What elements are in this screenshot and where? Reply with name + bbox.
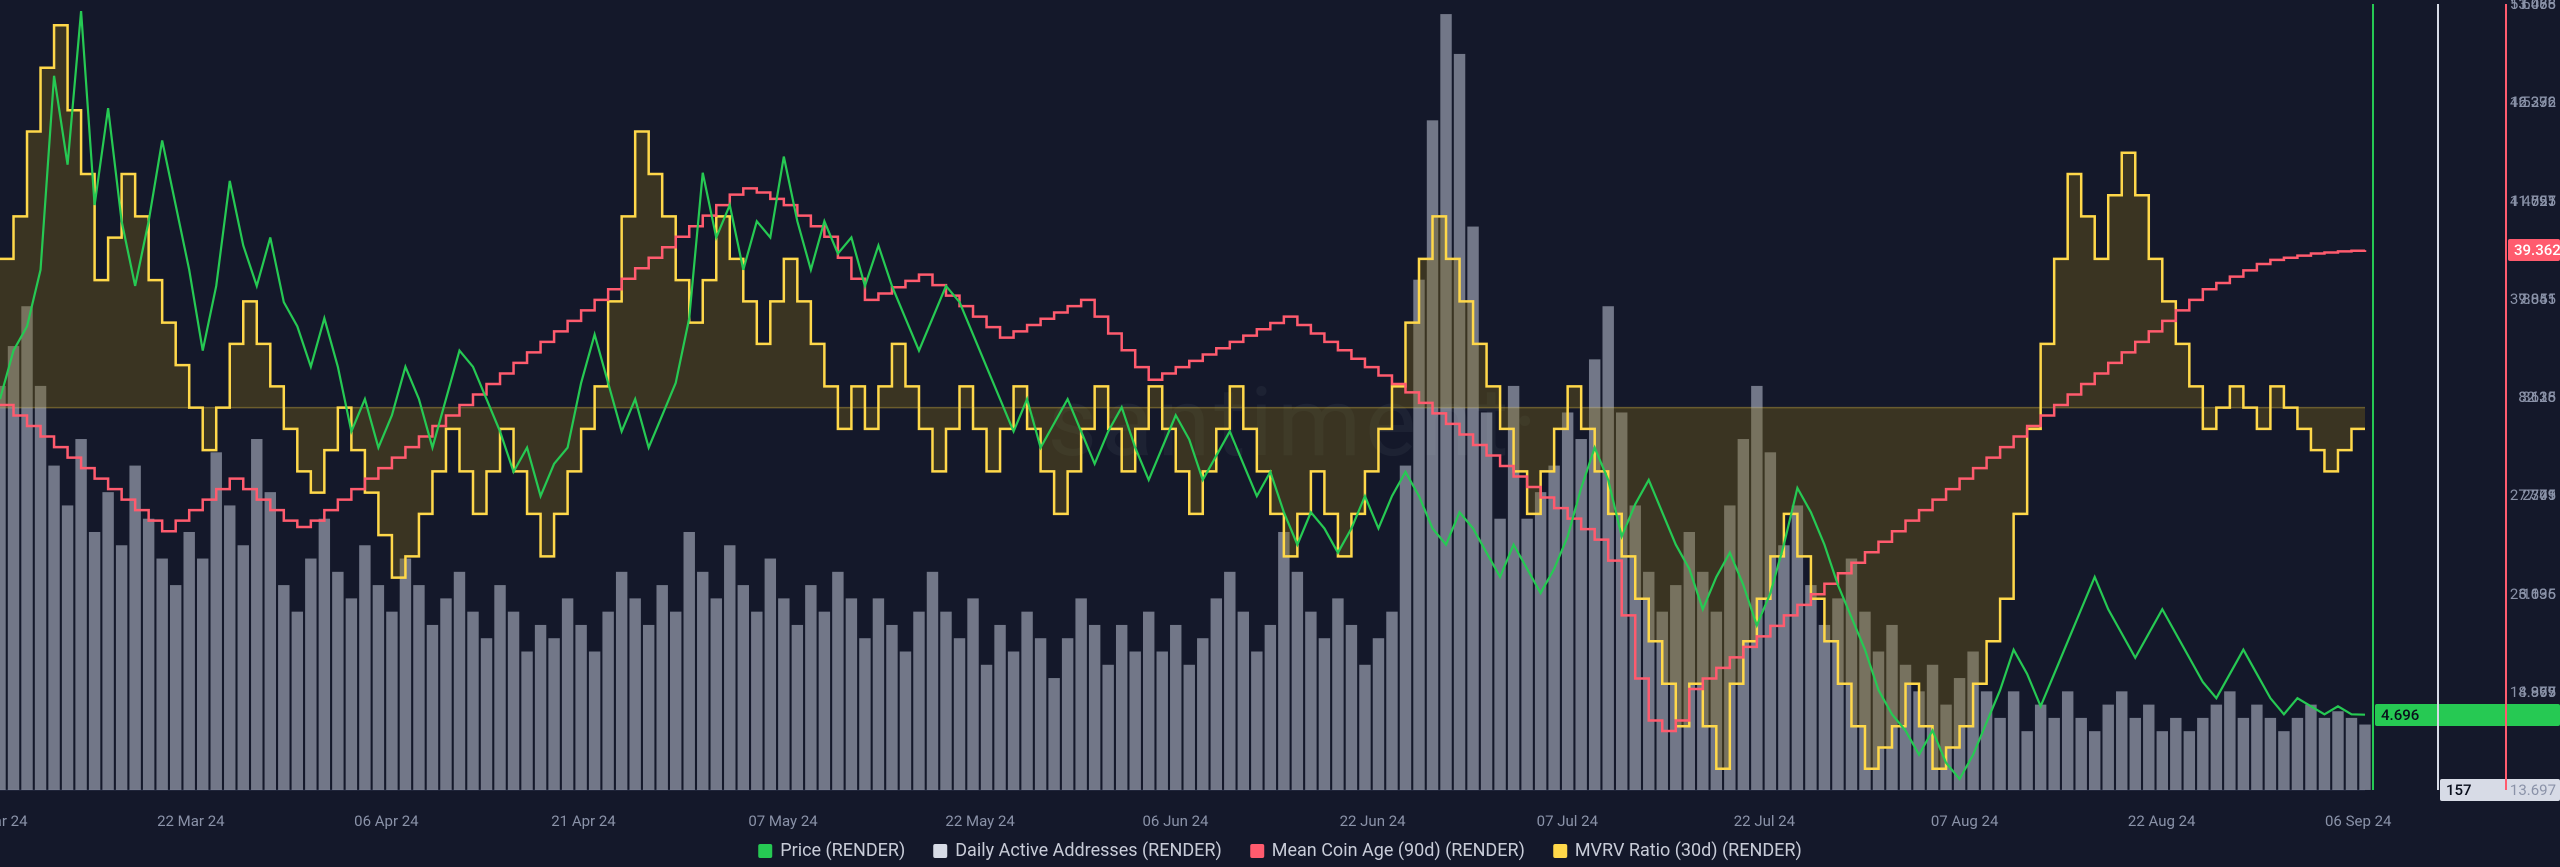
y-tick-label-mca: 13.697 bbox=[2508, 781, 2556, 799]
chart-svg bbox=[0, 0, 2560, 867]
x-tick-label: 21 Apr 24 bbox=[551, 812, 615, 830]
legend-label: Price (RENDER) bbox=[780, 840, 905, 861]
legend-item[interactable]: Price (RENDER) bbox=[758, 840, 905, 861]
legend-item[interactable]: Mean Coin Age (90d) (RENDER) bbox=[1250, 840, 1525, 861]
x-tick-label: 22 Mar 24 bbox=[157, 812, 225, 830]
x-tick-label: 22 Aug 24 bbox=[2128, 812, 2196, 830]
y-tick-label-mca: 23.036 bbox=[2508, 585, 2556, 603]
y-tick-label-mca: 27.709 bbox=[2508, 486, 2556, 504]
y-tick-label-mca: 18.367 bbox=[2508, 683, 2556, 701]
legend-label: MVRV Ratio (30d) (RENDER) bbox=[1575, 840, 1802, 861]
y-tick-label-mca: 51.063 bbox=[2508, 0, 2556, 13]
y-tick-label-mca: 37.051 bbox=[2508, 290, 2556, 308]
x-tick-label: 07 May 24 bbox=[748, 812, 817, 830]
legend-swatch bbox=[1553, 844, 1567, 858]
x-tick-label: 06 Sep 24 bbox=[2325, 812, 2391, 830]
x-tick-label: 06 Mar 24 bbox=[0, 812, 28, 830]
legend-label: Mean Coin Age (90d) (RENDER) bbox=[1272, 840, 1525, 861]
legend-item[interactable]: MVRV Ratio (30d) (RENDER) bbox=[1553, 840, 1802, 861]
legend: Price (RENDER) Daily Active Addresses (RE… bbox=[758, 840, 1802, 861]
x-tick-label: 07 Jul 24 bbox=[1537, 812, 1598, 830]
y-tick-label-mca: 41.721 bbox=[2508, 192, 2556, 210]
y-tick-label-mca: 46.392 bbox=[2508, 93, 2556, 111]
current-value-badge-mca: 39.362 bbox=[2508, 239, 2560, 261]
x-tick-label: 22 Jul 24 bbox=[1734, 812, 1795, 830]
y-axis-line-daa bbox=[2437, 4, 2439, 790]
x-tick-label: 07 Aug 24 bbox=[1931, 812, 1999, 830]
x-tick-label: 06 Jun 24 bbox=[1143, 812, 1209, 830]
x-tick-label: 22 May 24 bbox=[945, 812, 1014, 830]
y-tick-label-mca: 32.38 bbox=[2508, 388, 2556, 406]
legend-swatch bbox=[758, 844, 772, 858]
x-tick-label: 22 Jun 24 bbox=[1340, 812, 1406, 830]
legend-label: Daily Active Addresses (RENDER) bbox=[955, 840, 1222, 861]
legend-item[interactable]: Daily Active Addresses (RENDER) bbox=[933, 840, 1222, 861]
chart-container: ·santiment· 06 Mar 2422 Mar 2406 Apr 242… bbox=[0, 0, 2560, 867]
x-tick-label: 06 Apr 24 bbox=[354, 812, 418, 830]
current-value-badge-price: 4.696 bbox=[2375, 704, 2560, 726]
y-axis-line-price bbox=[2372, 4, 2374, 790]
y-axis-line-mca bbox=[2505, 4, 2507, 790]
legend-swatch bbox=[933, 844, 947, 858]
legend-swatch bbox=[1250, 844, 1264, 858]
